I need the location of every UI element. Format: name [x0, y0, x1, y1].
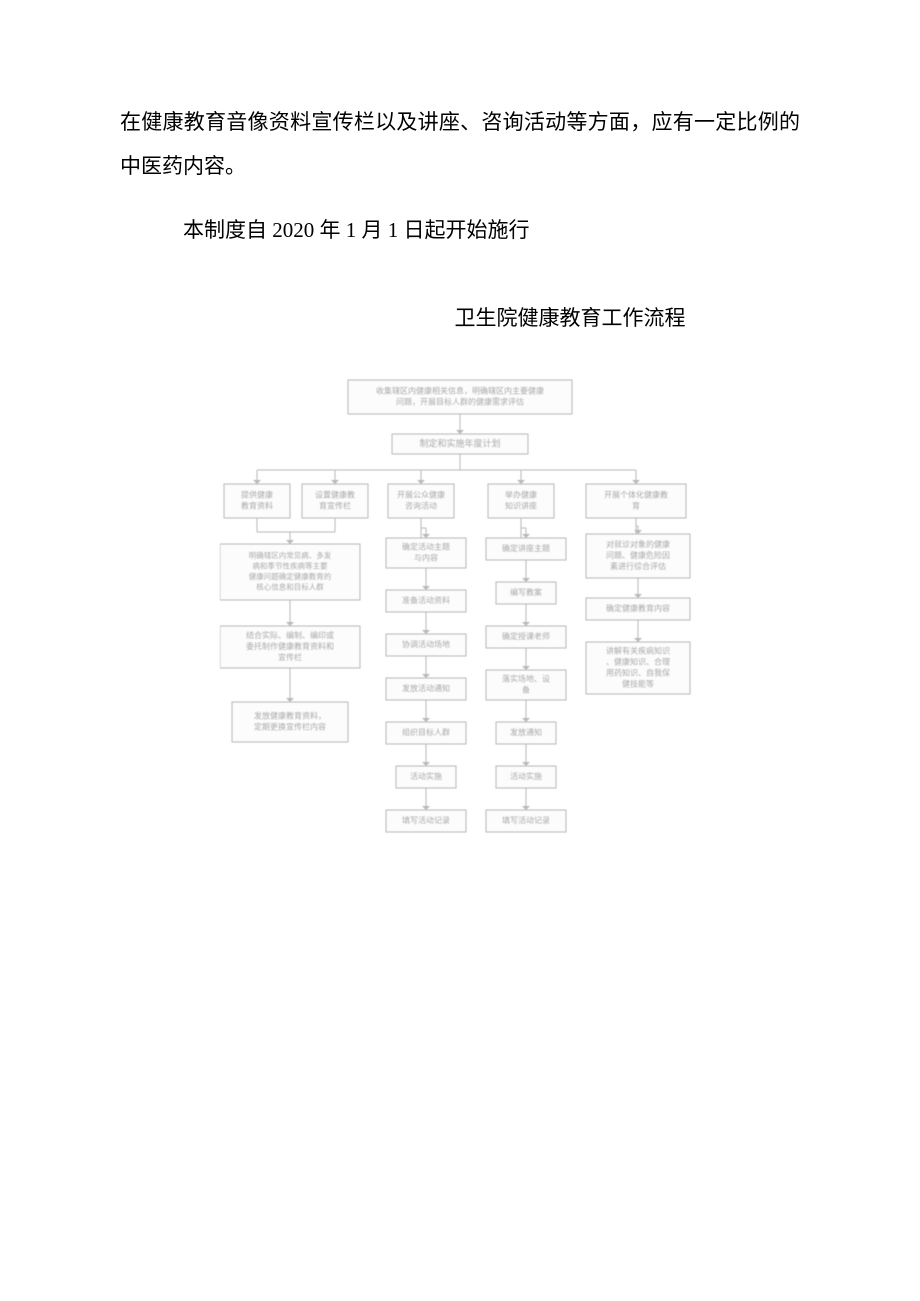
svg-text:问题、健康危险因: 问题、健康危险因	[606, 550, 670, 560]
svg-text:确定授课老师: 确定授课老师	[502, 631, 550, 641]
svg-text:确定讲座主题: 确定讲座主题	[502, 543, 550, 553]
svg-text:开展个体化健康教: 开展个体化健康教	[604, 490, 668, 500]
svg-text:组织目标人群: 组织目标人群	[402, 727, 450, 737]
svg-text:活动实施: 活动实施	[410, 771, 442, 781]
svg-text:育宣传栏: 育宣传栏	[319, 501, 351, 511]
svg-text:活动实施: 活动实施	[510, 771, 542, 781]
svg-text:宣传栏: 宣传栏	[278, 652, 302, 662]
svg-text:发放健康教育资料，: 发放健康教育资料，	[254, 711, 326, 721]
svg-text:育: 育	[632, 501, 640, 511]
svg-text:与内容: 与内容	[414, 553, 438, 563]
svg-text:健技能等: 健技能等	[622, 679, 654, 689]
svg-text:素进行综合评估: 素进行综合评估	[610, 561, 666, 571]
svg-text:编写教案: 编写教案	[510, 587, 542, 597]
svg-text:委托制作健康教育资料和: 委托制作健康教育资料和	[246, 641, 334, 651]
svg-text:用药知识、自我保: 用药知识、自我保	[606, 668, 670, 678]
svg-text:填写活动记录: 填写活动记录	[502, 815, 550, 825]
svg-text:协调活动场地: 协调活动场地	[402, 639, 450, 649]
flowchart-title: 卫生院健康教育工作流程	[340, 302, 800, 332]
svg-text:备: 备	[522, 685, 530, 695]
svg-text:明确辖区内常见病、多发: 明确辖区内常见病、多发	[249, 551, 332, 561]
svg-text:制定和实施年度计划: 制定和实施年度计划	[419, 438, 500, 449]
svg-text:咨询活动: 咨询活动	[405, 501, 437, 511]
svg-text:对就诊对象的健康: 对就诊对象的健康	[606, 539, 670, 549]
svg-text:设置健康教: 设置健康教	[315, 490, 355, 500]
svg-text:准备活动资料: 准备活动资料	[402, 595, 450, 605]
paragraph-2: 本制度自 2020 年 1 月 1 日起开始施行	[120, 208, 800, 252]
svg-text:举办健康: 举办健康	[505, 490, 537, 500]
svg-text:提供健康: 提供健康	[241, 490, 273, 500]
svg-text:、健康知识、合理: 、健康知识、合理	[606, 657, 670, 667]
svg-text:收集辖区内健康相关信息，明确辖区内主要健康: 收集辖区内健康相关信息，明确辖区内主要健康	[376, 386, 544, 396]
svg-text:落实场地、设: 落实场地、设	[502, 674, 550, 684]
svg-text:结合实际、编制、编印或: 结合实际、编制、编印或	[246, 630, 334, 640]
svg-text:发放活动通知: 发放活动通知	[402, 683, 450, 693]
svg-text:确定活动主题: 确定活动主题	[402, 542, 450, 552]
flowchart-svg: 收集辖区内健康相关信息，明确辖区内主要健康问题，开展目标人群的健康需求评估制定和…	[220, 372, 700, 892]
svg-text:病和季节性疾病等主要: 病和季节性疾病等主要	[253, 561, 328, 571]
svg-text:确定健康教育内容: 确定健康教育内容	[606, 603, 670, 613]
document-page: 在健康教育音像资料宣传栏以及讲座、咨询活动等方面，应有一定比例的中医药内容。 本…	[0, 0, 920, 952]
paragraph-1: 在健康教育音像资料宣传栏以及讲座、咨询活动等方面，应有一定比例的中医药内容。	[120, 100, 800, 188]
svg-text:填写活动记录: 填写活动记录	[402, 815, 450, 825]
flowchart-container: 收集辖区内健康相关信息，明确辖区内主要健康问题，开展目标人群的健康需求评估制定和…	[220, 372, 700, 892]
svg-text:核心信息和目标人群: 核心信息和目标人群	[256, 582, 324, 592]
svg-text:问题，开展目标人群的健康需求评估: 问题，开展目标人群的健康需求评估	[396, 397, 524, 407]
svg-text:教育资料: 教育资料	[241, 501, 273, 511]
svg-text:健康问题确定健康教育的: 健康问题确定健康教育的	[249, 572, 332, 582]
svg-text:讲解有关疾病知识: 讲解有关疾病知识	[606, 646, 670, 656]
svg-text:发放通知: 发放通知	[510, 727, 542, 737]
svg-text:知识讲座: 知识讲座	[505, 501, 537, 511]
svg-text:开展公众健康: 开展公众健康	[397, 490, 445, 500]
svg-text:定期更换宣传栏内容: 定期更换宣传栏内容	[254, 722, 326, 732]
